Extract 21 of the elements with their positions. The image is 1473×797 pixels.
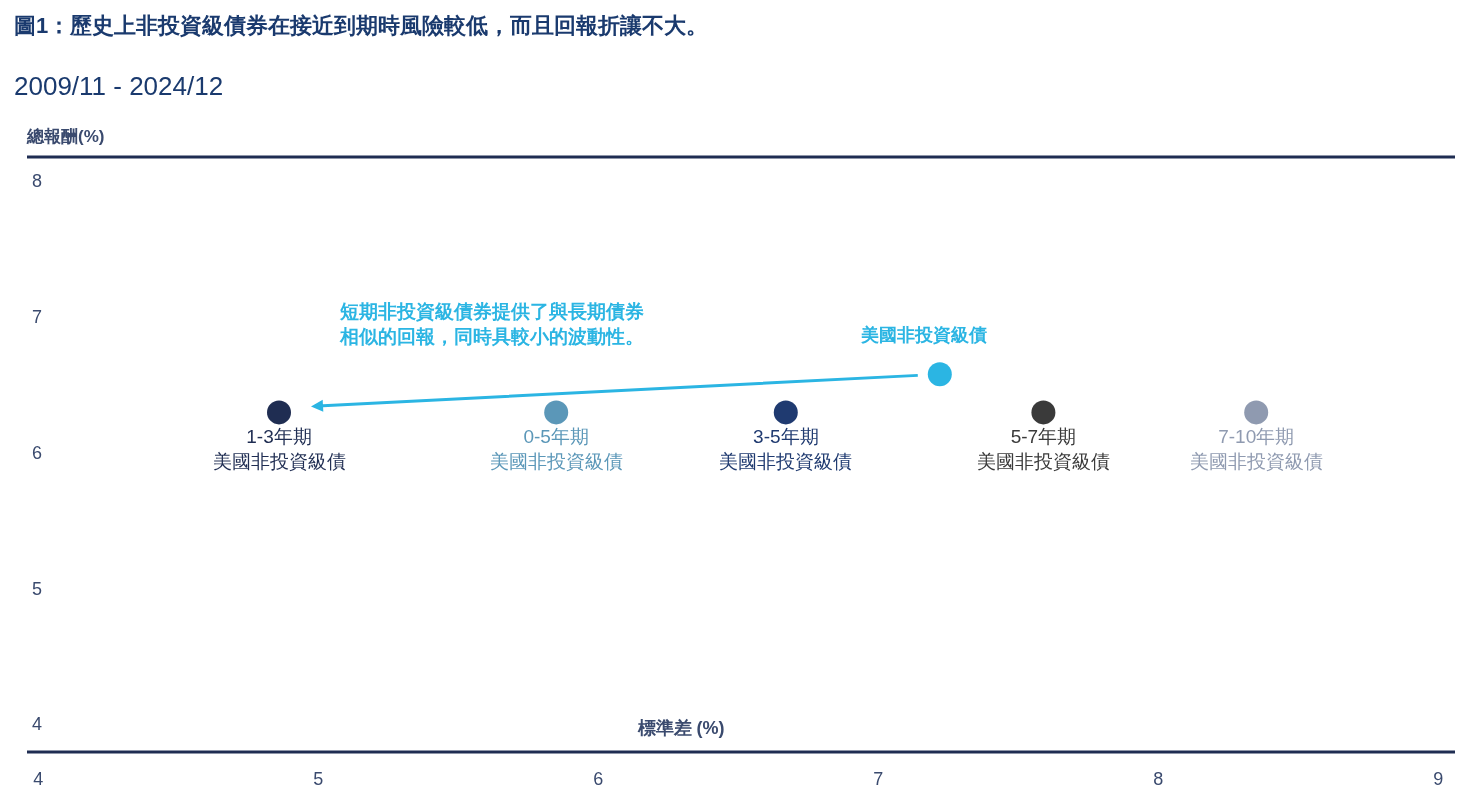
x-tick-label: 6	[593, 769, 604, 789]
y-tick-label: 4	[31, 714, 43, 735]
y-tick-label: 8	[31, 171, 43, 192]
x-axis-title: 標準差 (%)	[636, 718, 725, 738]
series-label: 3-5年期美國非投資級債	[719, 426, 853, 473]
x-tick-label: 8	[1153, 769, 1164, 789]
chart-subtitle: 2009/11 - 2024/12	[14, 71, 224, 101]
annotation: 短期非投資級債券提供了與長期債券相似的回報，同時具較小的波動性。	[339, 301, 644, 347]
x-tick-label: 9	[1433, 769, 1444, 789]
series-label: 美國非投資級債	[859, 325, 987, 346]
chart-title: 圖1：歷史上非投資級債券在接近到期時風險較低，而且回報折讓不大。	[14, 13, 709, 38]
series-label: 0-5年期美國非投資級債	[489, 426, 623, 473]
x-tick-label: 7	[873, 769, 884, 789]
x-tick-label: 5	[313, 769, 324, 789]
y-tick-label: 7	[31, 306, 43, 327]
y-axis-title: 總報酬(%)	[26, 127, 105, 146]
series-label: 5-7年期美國非投資級債	[976, 426, 1110, 473]
series-label: 1-3年期美國非投資級債	[212, 426, 346, 473]
y-tick-label: 5	[31, 578, 43, 599]
y-tick-label: 6	[31, 442, 43, 463]
series-label: 7-10年期美國非投資級債	[1189, 426, 1323, 473]
